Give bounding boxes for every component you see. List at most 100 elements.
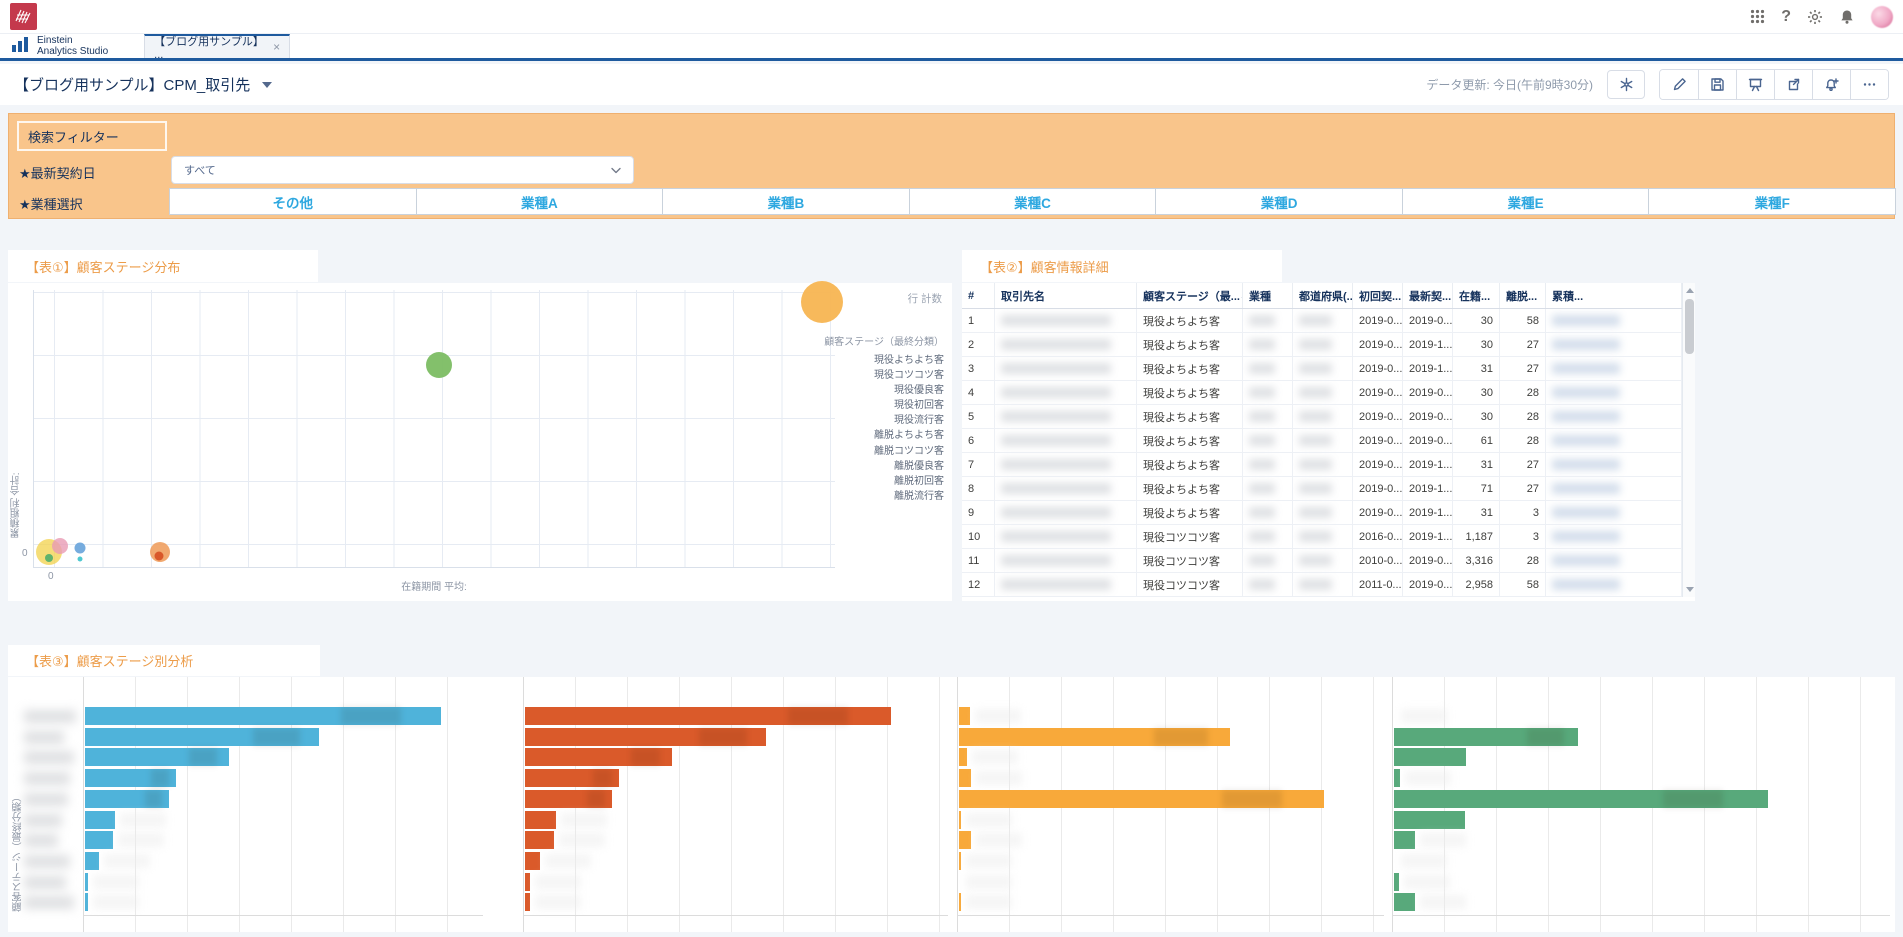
industry-button[interactable]: 業種F (1648, 189, 1896, 214)
bar[interactable] (959, 727, 1231, 746)
bubble-point[interactable] (801, 281, 844, 324)
column-header[interactable]: 都道府県(... (1293, 283, 1353, 308)
industry-button[interactable]: 業種D (1155, 189, 1402, 214)
bar[interactable] (525, 727, 767, 746)
bubble-point[interactable] (51, 538, 68, 555)
legend-item[interactable]: 現役流行客 (894, 415, 944, 427)
column-header[interactable]: 離脱... (1500, 283, 1546, 308)
column-header[interactable]: 最新契... (1403, 283, 1453, 308)
bar[interactable] (525, 769, 620, 788)
bar[interactable] (1394, 727, 1579, 746)
settings-gear-icon[interactable] (1807, 9, 1823, 25)
notifications-bell-icon[interactable] (1839, 9, 1855, 25)
table-row[interactable]: 5 現役よちよち客 2019-0... 2019-0... 30 28 (962, 405, 1682, 429)
column-header[interactable]: # (962, 283, 995, 308)
column-header[interactable]: 顧客ステージ（最...▲ (1137, 283, 1243, 308)
column-header[interactable]: 累積... (1546, 283, 1682, 308)
bar[interactable] (959, 851, 961, 870)
table-row[interactable]: 7 現役よちよち客 2019-0... 2019-1... 31 27 (962, 453, 1682, 477)
bar[interactable] (85, 789, 169, 808)
bar[interactable] (525, 707, 891, 725)
bubble-point[interactable] (45, 554, 54, 563)
scroll-thumb[interactable] (1685, 299, 1694, 354)
save-button[interactable] (1698, 70, 1736, 99)
table-row[interactable]: 11 現役コツコツ客 2010-0... 2019-0... 3,316 28 (962, 549, 1682, 573)
industry-button[interactable]: 業種A (415, 189, 663, 214)
table-row[interactable]: 10 現役コツコツ客 2016-0... 2019-1... 1,187 3 (962, 525, 1682, 549)
industry-button[interactable]: 業種B (662, 189, 909, 214)
table-row[interactable]: 8 現役よちよち客 2019-0... 2019-1... 71 27 (962, 477, 1682, 501)
column-header[interactable]: 取引先名 (995, 283, 1137, 308)
legend-item[interactable]: 現役優良客 (894, 385, 944, 397)
bar[interactable] (1394, 748, 1467, 767)
bar[interactable] (85, 748, 229, 767)
more-actions-button[interactable] (1850, 70, 1888, 99)
bubble-point[interactable] (77, 556, 83, 562)
bar[interactable] (525, 893, 530, 912)
bar[interactable] (85, 727, 319, 746)
present-button[interactable] (1736, 70, 1774, 99)
title-caret-icon[interactable] (262, 81, 273, 88)
bar[interactable] (959, 893, 961, 912)
industry-button[interactable]: 業種E (1401, 189, 1649, 214)
industry-button[interactable]: その他 (170, 189, 416, 214)
bar[interactable] (525, 872, 530, 891)
legend-item[interactable]: 離脱コツコツ客 (874, 445, 944, 457)
bar[interactable] (959, 769, 971, 788)
column-header[interactable]: 初回契... (1353, 283, 1403, 308)
bar[interactable] (525, 831, 554, 850)
scroll-down-icon[interactable] (1686, 587, 1694, 592)
bar[interactable] (85, 810, 115, 829)
app-launcher-icon[interactable] (1750, 9, 1765, 24)
table-scrollbar[interactable] (1682, 283, 1695, 597)
legend-item[interactable]: 離脱優良客 (894, 460, 944, 472)
scroll-up-icon[interactable] (1686, 288, 1694, 293)
bar[interactable] (1394, 769, 1400, 788)
bar[interactable] (959, 810, 962, 829)
avatar[interactable] (1871, 5, 1893, 28)
column-header[interactable]: 在籍... (1453, 283, 1500, 308)
share-button[interactable] (1774, 70, 1812, 99)
bar[interactable] (1394, 831, 1415, 850)
brand-home-link[interactable]: Einstein Analytics Studio (0, 34, 122, 58)
bar[interactable] (85, 872, 89, 891)
bar[interactable] (85, 831, 113, 850)
bar[interactable] (959, 748, 967, 767)
bar[interactable] (525, 748, 673, 767)
legend-item[interactable]: 離脱初回客 (894, 475, 944, 487)
bar[interactable] (1394, 872, 1400, 891)
legend-item[interactable]: 現役コツコツ客 (874, 370, 944, 382)
legend-item[interactable]: 離脱よちよち客 (874, 430, 944, 442)
tab-dashboard[interactable]: 【ブログ用サンプル】 ... × (144, 34, 291, 61)
legend-item[interactable]: 現役よちよち客 (874, 355, 944, 366)
bar[interactable] (1394, 789, 1768, 808)
table-row[interactable]: 3 現役よちよち客 2019-0... 2019-1... 31 27 (962, 357, 1682, 381)
bar[interactable] (85, 851, 100, 870)
bubble-point[interactable] (74, 542, 86, 554)
bubble-point[interactable] (154, 551, 164, 561)
table-row[interactable]: 6 現役よちよち客 2019-0... 2019-0... 61 28 (962, 429, 1682, 453)
initial-view-button[interactable] (1607, 70, 1645, 99)
bar[interactable] (525, 789, 612, 808)
table-row[interactable]: 9 現役よちよち客 2019-0... 2019-1... 31 3 (962, 501, 1682, 525)
table-row[interactable]: 1 現役よちよち客 2019-0... 2019-0... 30 58 (962, 309, 1682, 333)
legend-item[interactable]: 離脱流行客 (894, 490, 944, 502)
help-icon[interactable]: ? (1781, 7, 1791, 25)
column-header[interactable]: 業種 (1243, 283, 1293, 308)
table-row[interactable]: 12 現役コツコツ客 2011-0... 2019-0... 2,958 58 (962, 573, 1682, 597)
bubble-point[interactable] (426, 351, 453, 378)
industry-button[interactable]: 業種C (908, 189, 1156, 214)
table-row[interactable]: 2 現役よちよち客 2019-0... 2019-1... 30 27 (962, 333, 1682, 357)
subscribe-button[interactable] (1812, 70, 1850, 99)
legend-item[interactable]: 現役初回客 (894, 400, 944, 412)
date-filter-select[interactable]: すべて (171, 156, 634, 184)
bar[interactable] (959, 831, 971, 850)
bar[interactable] (1394, 893, 1415, 912)
bar[interactable] (959, 789, 1325, 808)
tab-close-icon[interactable]: × (273, 40, 281, 54)
bar[interactable] (525, 851, 540, 870)
edit-button[interactable] (1660, 70, 1698, 99)
bar[interactable] (85, 707, 441, 725)
table-row[interactable]: 4 現役よちよち客 2019-0... 2019-0... 30 28 (962, 381, 1682, 405)
bar[interactable] (525, 810, 557, 829)
